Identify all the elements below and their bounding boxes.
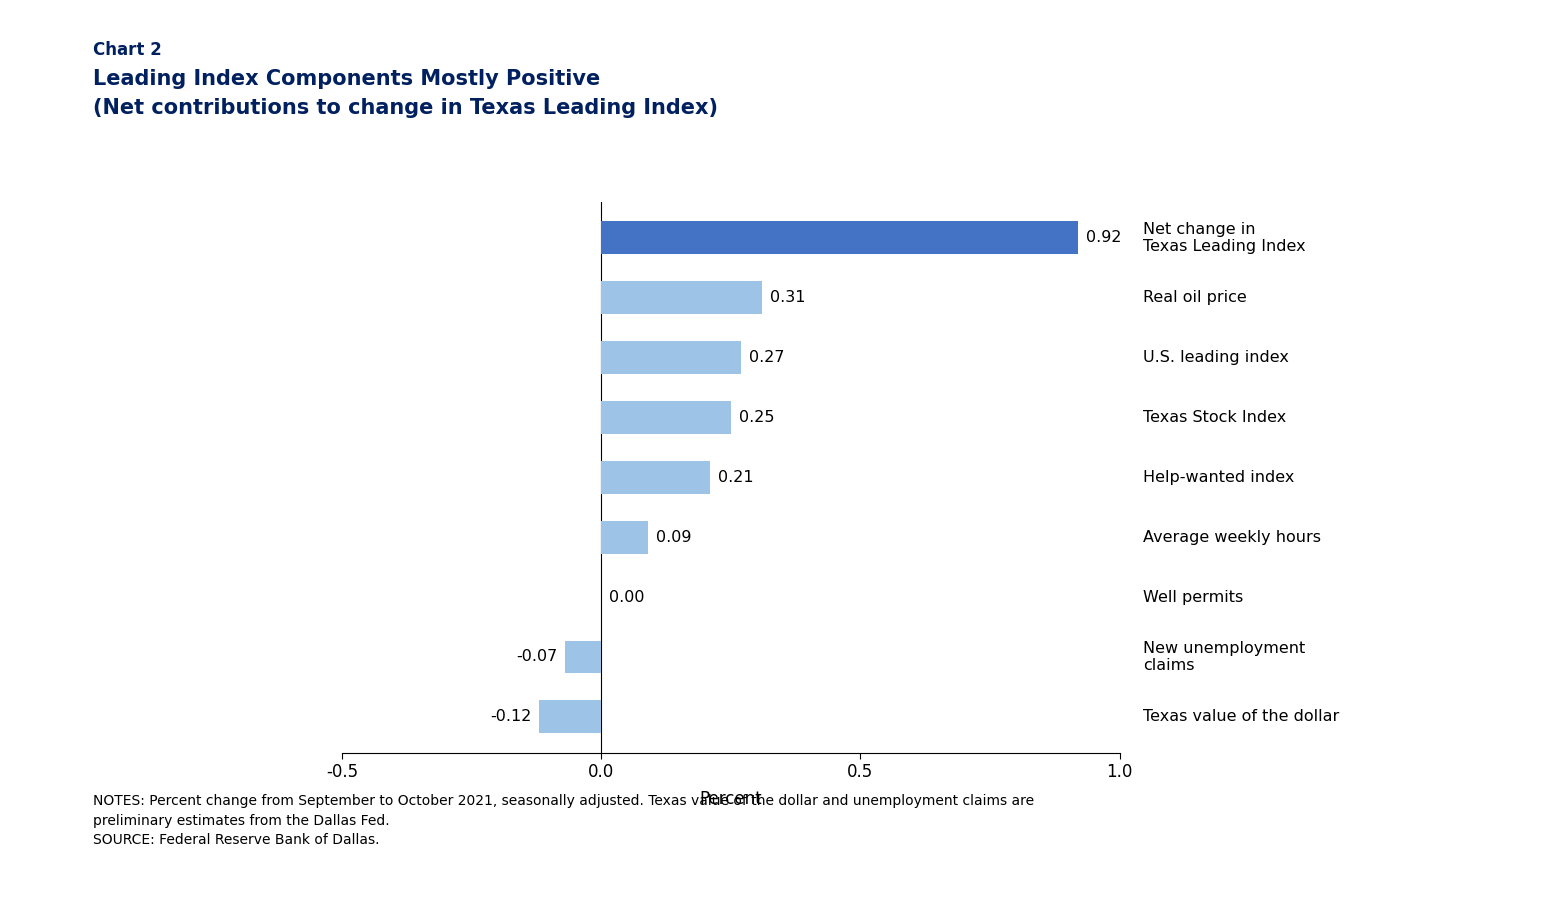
Text: Real oil price: Real oil price	[1143, 290, 1247, 306]
Text: Texas value of the dollar: Texas value of the dollar	[1143, 710, 1339, 724]
Bar	[602, 281, 762, 314]
Bar	[564, 641, 602, 674]
Text: -0.07: -0.07	[516, 649, 557, 665]
Bar	[602, 461, 711, 494]
Text: Texas Stock Index: Texas Stock Index	[1143, 410, 1286, 425]
Text: 0.25: 0.25	[739, 410, 774, 425]
Text: U.S. leading index: U.S. leading index	[1143, 350, 1289, 365]
Bar	[602, 221, 1078, 254]
Text: Chart 2: Chart 2	[93, 41, 162, 60]
Text: 0.21: 0.21	[718, 470, 754, 485]
Text: 0.27: 0.27	[750, 350, 784, 365]
Text: New unemployment
claims: New unemployment claims	[1143, 641, 1305, 673]
Text: (Net contributions to change in Texas Leading Index): (Net contributions to change in Texas Le…	[93, 98, 718, 118]
Text: -0.12: -0.12	[490, 710, 532, 724]
X-axis label: Percent: Percent	[700, 789, 762, 808]
Bar	[540, 700, 602, 733]
Text: 0.92: 0.92	[1085, 230, 1121, 245]
Text: Average weekly hours: Average weekly hours	[1143, 530, 1320, 544]
Text: 0.31: 0.31	[770, 290, 805, 306]
Text: NOTES: Percent change from September to October 2021, seasonally adjusted. Texas: NOTES: Percent change from September to …	[93, 794, 1034, 847]
Bar	[602, 521, 648, 554]
Bar	[602, 401, 731, 434]
Text: 0.09: 0.09	[656, 530, 690, 544]
Bar	[602, 341, 742, 374]
Text: Leading Index Components Mostly Positive: Leading Index Components Mostly Positive	[93, 69, 600, 89]
Text: 0.00: 0.00	[610, 589, 644, 605]
Text: Help-wanted index: Help-wanted index	[1143, 470, 1294, 485]
Text: Net change in
Texas Leading Index: Net change in Texas Leading Index	[1143, 221, 1306, 254]
Text: Well permits: Well permits	[1143, 589, 1242, 605]
